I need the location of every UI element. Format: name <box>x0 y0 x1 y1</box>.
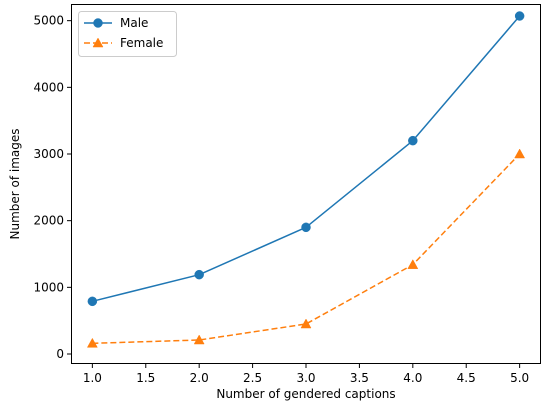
data-point-female <box>193 334 205 345</box>
x-tick-label: 4.5 <box>457 371 476 385</box>
x-axis-label: Number of gendered captions <box>216 387 395 401</box>
legend-marker-male <box>93 18 103 28</box>
y-tick-label: 5000 <box>33 14 64 28</box>
series-male <box>87 11 525 307</box>
data-point-male <box>87 296 98 307</box>
x-tick-label: 2.0 <box>190 371 209 385</box>
x-tick-label: 4.0 <box>403 371 422 385</box>
data-point-male <box>514 11 525 21</box>
series-line-female <box>92 153 521 345</box>
legend-label-female: Female <box>120 36 163 50</box>
data-point-female <box>300 318 312 329</box>
x-tick-label: 1.0 <box>83 371 102 385</box>
y-axis-label: Number of images <box>8 128 22 239</box>
x-tick-label: 5.0 <box>510 371 529 385</box>
x-axis: 1.0 1.5 2.0 2.5 3.0 3.5 4.0 4.5 5.0 <box>83 364 529 385</box>
x-tick-label: 2.5 <box>243 371 262 385</box>
data-point-female <box>86 337 98 348</box>
x-tick-label: 3.0 <box>296 371 315 385</box>
data-point-male <box>408 135 418 146</box>
y-axis: 0 1000 2000 3000 4000 5000 <box>33 14 71 361</box>
y-tick-label: 3000 <box>33 147 64 161</box>
y-tick-label: 2000 <box>33 214 64 228</box>
plot-area-frame <box>71 4 541 364</box>
y-tick-label: 4000 <box>33 80 64 94</box>
y-tick-label: 0 <box>56 347 64 361</box>
series-line-male <box>92 15 521 303</box>
x-tick-label: 1.5 <box>136 371 155 385</box>
y-tick-label: 1000 <box>33 280 64 294</box>
data-point-female <box>407 259 419 269</box>
legend-marker-female <box>92 37 104 48</box>
data-point-male <box>301 222 311 233</box>
legend-label-male: Male <box>120 16 148 30</box>
legend: Male Female <box>78 11 177 57</box>
series-female <box>86 148 526 348</box>
data-point-male <box>194 269 204 280</box>
x-tick-label: 3.5 <box>350 371 369 385</box>
series-layer <box>86 11 526 348</box>
data-point-female <box>514 148 526 159</box>
